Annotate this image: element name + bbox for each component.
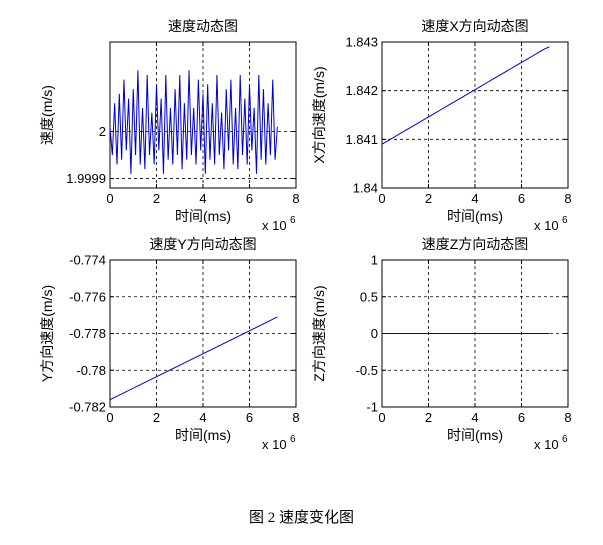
y-axis-label: 速度(m/s): [39, 85, 55, 145]
series-line: [109, 70, 278, 174]
x-exponent: x 10: [534, 437, 559, 452]
y-tick-label: 1.843: [345, 35, 378, 50]
x-tick-label: 4: [471, 410, 478, 425]
chart-title: 速度X方向动态图: [421, 18, 528, 34]
y-speed-chart: 0 2 4 6 8 -0.782 -0.78 -0.778 -0.776 -0.774 速度Y方向动…: [39, 236, 300, 452]
x-tick-label: 8: [292, 191, 299, 206]
y-axis-label: Y方向速度(m/s): [39, 285, 55, 382]
y-tick-label: -0.774: [69, 253, 106, 268]
y-tick-label: -0.778: [69, 326, 106, 341]
x-tick-label: 4: [199, 191, 206, 206]
x-tick-label: 2: [425, 410, 432, 425]
y-tick-label: 1.9999: [66, 171, 106, 186]
x-axis-label: 时间(ms): [175, 208, 231, 224]
x-tick-label: 0: [378, 191, 385, 206]
figure-caption: 图 2 速度变化图: [248, 510, 354, 526]
y-tick-label: 1: [371, 253, 378, 268]
x-exponent-power: 6: [290, 215, 296, 226]
y-tick-label: 1.84: [353, 181, 378, 196]
series-line: [109, 316, 278, 401]
y-tick-label: -0.5: [356, 363, 378, 378]
x-tick-label: 0: [106, 410, 113, 425]
chart-title: 速度Z方向动态图: [422, 236, 529, 252]
x-tick-label: 8: [564, 410, 571, 425]
x-exponent-power: 6: [562, 434, 568, 445]
y-tick-label: 1.842: [345, 83, 378, 98]
y-tick-label: -0.776: [69, 289, 106, 304]
x-axis-label: 时间(ms): [447, 427, 503, 443]
x-tick-label: 6: [246, 410, 253, 425]
chart-title: 速度动态图: [168, 18, 238, 34]
y-tick-label: -0.78: [76, 363, 106, 378]
y-axis-label: Z方向速度(m/s): [311, 285, 327, 381]
x-tick-label: 2: [153, 410, 160, 425]
x-tick-label: 2: [153, 191, 160, 206]
x-exponent: x 10: [534, 218, 559, 233]
x-tick-label: 6: [518, 191, 525, 206]
x-tick-label: 4: [471, 191, 478, 206]
x-tick-label: 6: [518, 410, 525, 425]
y-tick-label: 0.5: [360, 289, 378, 304]
y-tick-label: -1: [366, 400, 378, 415]
x-exponent: x 10: [262, 437, 287, 452]
y-tick-label: 2: [99, 124, 106, 139]
y-tick-label: 1.841: [345, 132, 378, 147]
x-axis-label: 时间(ms): [447, 208, 503, 224]
y-tick-label: 0: [371, 326, 378, 341]
x-tick-label: 0: [378, 410, 385, 425]
x-tick-label: 6: [246, 191, 253, 206]
x-exponent-power: 6: [290, 434, 296, 445]
y-axis-label: X方向速度(m/s): [311, 66, 327, 163]
x-tick-label: 0: [106, 191, 113, 206]
x-tick-label: 8: [292, 410, 299, 425]
y-tick-label: -0.782: [69, 400, 106, 415]
x-axis-label: 时间(ms): [175, 427, 231, 443]
x-tick-label: 4: [199, 410, 206, 425]
chart-title: 速度Y方向动态图: [149, 236, 256, 252]
x-tick-label: 8: [564, 191, 571, 206]
series-line: [381, 46, 550, 145]
x-tick-label: 2: [425, 191, 432, 206]
x-exponent-power: 6: [562, 215, 568, 226]
x-exponent: x 10: [262, 218, 287, 233]
